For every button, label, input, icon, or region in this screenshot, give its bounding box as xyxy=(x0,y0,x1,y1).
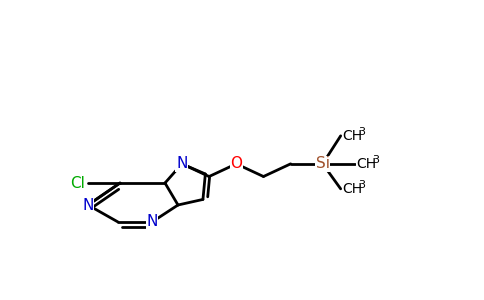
Text: 3: 3 xyxy=(373,155,379,165)
Text: O: O xyxy=(230,156,242,171)
Text: CH: CH xyxy=(343,182,363,196)
Text: N: N xyxy=(146,214,158,230)
Text: 3: 3 xyxy=(359,127,366,137)
Text: 3: 3 xyxy=(359,180,366,190)
Text: N: N xyxy=(176,156,188,171)
Text: CH: CH xyxy=(343,129,363,143)
Text: Si: Si xyxy=(316,156,330,171)
Text: N: N xyxy=(82,197,94,212)
Text: CH: CH xyxy=(357,157,377,171)
Text: Cl: Cl xyxy=(70,176,85,190)
